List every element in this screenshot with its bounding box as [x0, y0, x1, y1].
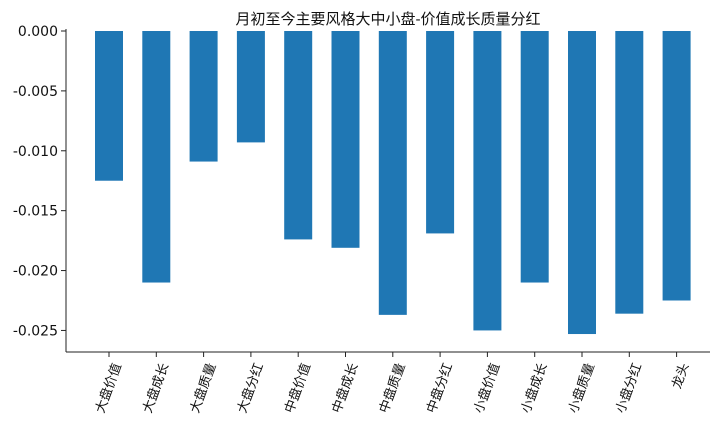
- bar-大盘分红: [236, 31, 265, 143]
- x-tick-label: 小盘价值: [471, 361, 504, 415]
- y-tick-label: 0.000: [18, 24, 58, 40]
- x-axis-ticks: 大盘价值 大盘成长 大盘质量 大盘分红 中盘价值 中盘成长 中盘质量 中盘分红 小盘价值 小盘成长…: [92, 352, 693, 415]
- x-tick-label: 龙头: [670, 361, 693, 391]
- x-tick-label: 大盘成长: [139, 361, 172, 415]
- bar-中盘价值: [284, 31, 313, 240]
- y-tick-label: -0.010: [13, 144, 58, 160]
- y-tick-label: -0.015: [13, 204, 58, 220]
- x-tick-label: 小盘成长: [518, 361, 551, 415]
- bar-龙头: [662, 31, 691, 301]
- x-tick-label: 大盘分红: [234, 361, 267, 415]
- y-tick-label: -0.025: [13, 323, 58, 339]
- x-tick-label: 大盘质量: [187, 361, 220, 415]
- x-tick-label: 大盘价值: [92, 361, 125, 415]
- chart-title: 月初至今主要风格大中小盘-价值成长质量分红: [235, 10, 540, 28]
- bar-中盘质量: [378, 31, 407, 315]
- bar-大盘质量: [189, 31, 218, 162]
- bar-小盘分红: [615, 31, 644, 314]
- bars-group: [95, 31, 691, 335]
- x-tick-label: 中盘成长: [329, 361, 362, 415]
- y-tick-label: -0.005: [13, 84, 58, 100]
- x-tick-label: 小盘质量: [565, 361, 598, 415]
- x-tick-label: 中盘价值: [281, 361, 314, 415]
- bar-小盘质量: [568, 31, 596, 335]
- bar-中盘成长: [331, 31, 360, 248]
- bar-大盘成长: [142, 31, 171, 283]
- x-tick-label: 中盘分红: [423, 361, 456, 415]
- x-tick-label: 小盘分红: [612, 361, 645, 415]
- y-tick-label: -0.020: [13, 264, 58, 280]
- y-axis-ticks: 0.000 -0.005 -0.010 -0.015 -0.020 -0.025: [13, 24, 66, 339]
- bar-小盘价值: [473, 31, 502, 331]
- bar-小盘成长: [520, 31, 549, 283]
- x-tick-label: 中盘质量: [376, 361, 409, 415]
- bar-中盘分红: [426, 31, 455, 234]
- bar-大盘价值: [95, 31, 123, 181]
